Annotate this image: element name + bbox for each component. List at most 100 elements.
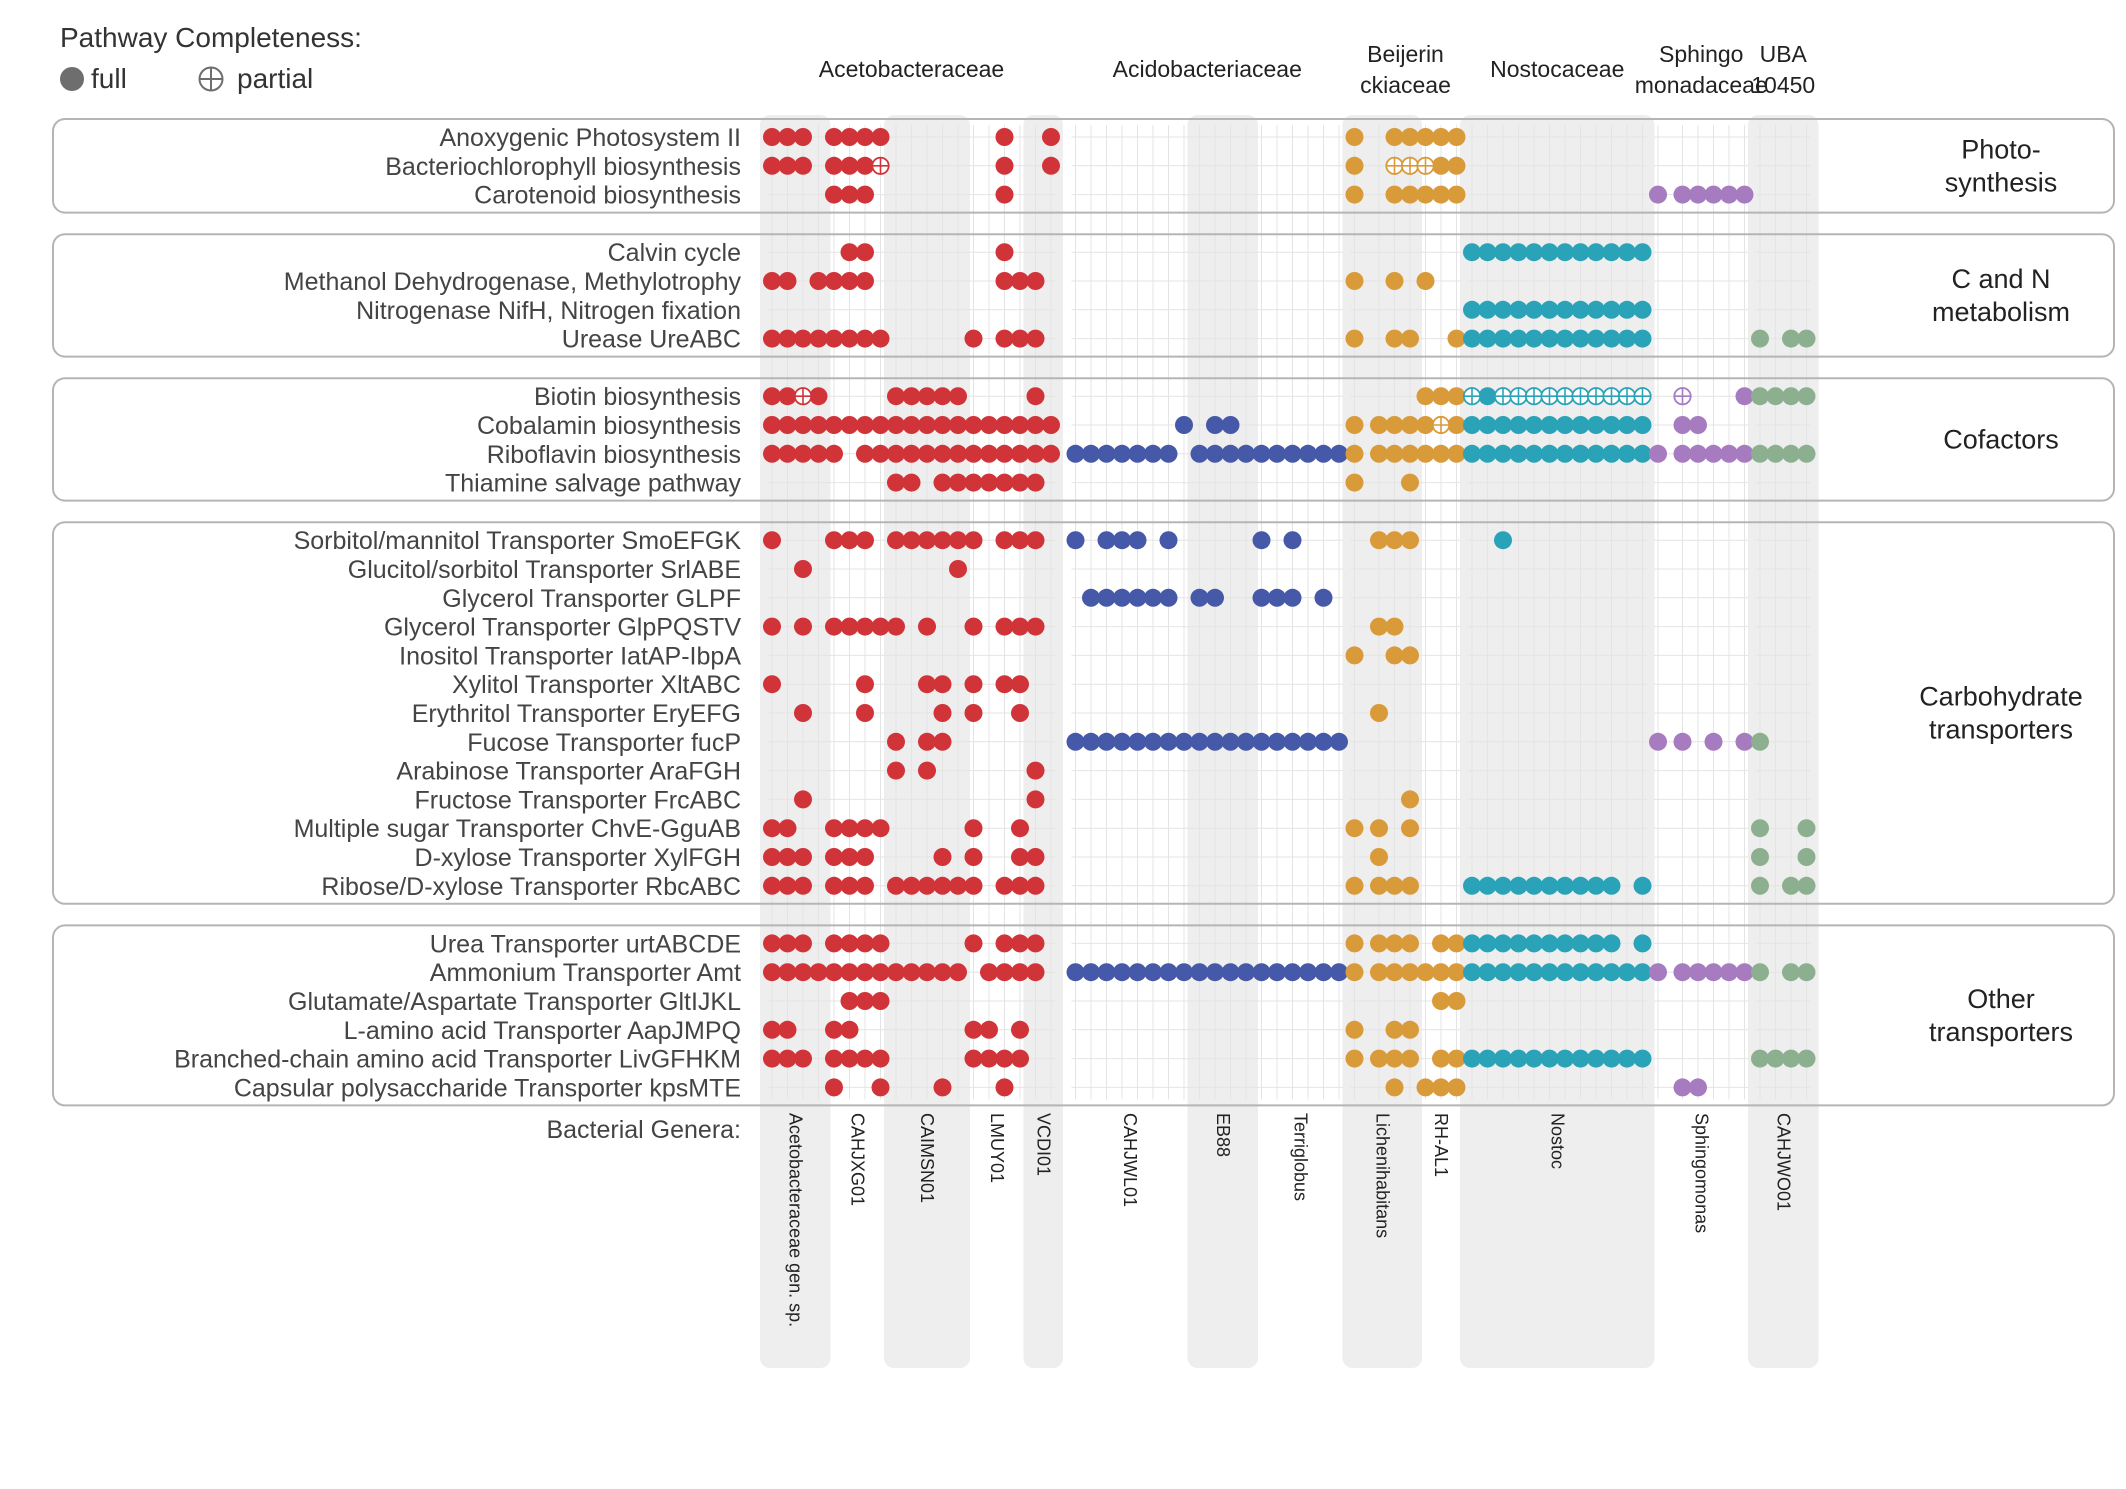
full-dot [1159, 531, 1178, 550]
full-dot [1447, 963, 1466, 982]
full-dot [1766, 444, 1785, 463]
row-label: Methanol Dehydrogenase, Methylotrophy [284, 268, 742, 296]
full-dot [1175, 732, 1193, 751]
full-dot [1494, 1049, 1512, 1068]
full-dot [1416, 272, 1435, 290]
full-dot [840, 819, 859, 838]
full-dot [856, 963, 874, 982]
full-dot [902, 416, 921, 434]
full-dot [980, 444, 998, 463]
full-dot [1011, 1020, 1029, 1039]
row-label: Glycerol Transporter GLPF [442, 585, 741, 613]
full-dot [825, 1049, 843, 1068]
full-dot [1401, 934, 1419, 953]
full-dot [1252, 963, 1271, 982]
full-dot [1385, 617, 1404, 636]
partial-dot [871, 156, 890, 175]
full-dot [1478, 1049, 1497, 1068]
full-dot [918, 963, 936, 982]
full-dot [1345, 156, 1364, 175]
full-dot [1385, 128, 1404, 146]
full-dot [1385, 934, 1404, 953]
full-dot [995, 128, 1014, 146]
full-dot [1689, 416, 1707, 434]
full-dot [964, 473, 983, 492]
full-dot [1370, 934, 1388, 953]
group-box [52, 521, 2115, 905]
partial-dot [1493, 387, 1513, 406]
full-dot [949, 416, 967, 434]
full-dot [825, 819, 843, 838]
full-dot [1432, 444, 1450, 463]
full-dot [1556, 876, 1574, 895]
partial-dot [1633, 387, 1652, 406]
full-dot [1478, 963, 1497, 982]
full-dot [949, 876, 967, 895]
full-dot [1385, 329, 1404, 348]
full-dot [1618, 329, 1636, 348]
legend: Pathway Completeness: full partial [60, 22, 362, 94]
full-dot [825, 128, 843, 146]
full-dot [1509, 300, 1528, 319]
full-dot [1782, 1049, 1800, 1068]
full-dot [809, 444, 828, 463]
full-dot [995, 185, 1014, 204]
full-dot [825, 531, 843, 550]
full-dot [871, 617, 890, 636]
full-dot [1011, 444, 1029, 463]
full-dot [1509, 444, 1528, 463]
full-dot [1370, 1049, 1388, 1068]
full-dot [1432, 387, 1450, 406]
full-dot [887, 531, 905, 550]
full-dot [1345, 128, 1364, 146]
full-dot [1268, 444, 1286, 463]
full-dot [1128, 963, 1147, 982]
full-dot [1751, 963, 1769, 982]
full-dot [856, 704, 874, 722]
full-dot [840, 185, 859, 204]
full-dot [1540, 416, 1559, 434]
full-dot [809, 329, 828, 348]
full-dot [933, 704, 952, 722]
full-dot [794, 329, 812, 348]
partial-dot [1509, 387, 1528, 406]
full-dot [825, 1020, 843, 1039]
full-dot [949, 560, 967, 578]
full-dot [1066, 963, 1085, 982]
full-dot [918, 531, 936, 550]
genus-label: LMUY01 [987, 1113, 1007, 1183]
full-dot [1416, 963, 1435, 982]
full-dot [964, 617, 983, 636]
row-label: Calvin cycle [608, 239, 741, 267]
full-dot [1385, 416, 1404, 434]
row-label: Biotin biosynthesis [534, 383, 741, 411]
full-dot [1509, 1049, 1528, 1068]
row-label: Riboflavin biosynthesis [487, 441, 741, 469]
full-dot [1026, 790, 1045, 809]
full-dot [763, 819, 781, 838]
full-dot [1463, 934, 1481, 953]
full-dot [995, 617, 1014, 636]
full-dot [995, 675, 1014, 694]
full-dot [1602, 876, 1621, 895]
full-dot [995, 272, 1014, 290]
full-dot [1345, 1020, 1364, 1039]
full-dot [1159, 588, 1178, 607]
full-dot [1673, 416, 1692, 434]
full-dot [995, 876, 1014, 895]
genus-label: CAHJWL01 [1120, 1113, 1140, 1207]
full-dot [964, 675, 983, 694]
full-dot [1633, 1049, 1652, 1068]
family-label: UBA [1760, 41, 1808, 67]
full-dot [1463, 444, 1481, 463]
full-dot [949, 531, 967, 550]
full-dot [1401, 646, 1419, 665]
full-dot [1571, 1049, 1590, 1068]
group-boxes [52, 118, 2115, 1107]
group-box [52, 924, 2115, 1107]
full-dot [1782, 329, 1800, 348]
genus-label: Nostoc [1547, 1113, 1567, 1169]
full-dot [964, 934, 983, 953]
full-dot [1540, 329, 1559, 348]
full-dot [1345, 963, 1364, 982]
